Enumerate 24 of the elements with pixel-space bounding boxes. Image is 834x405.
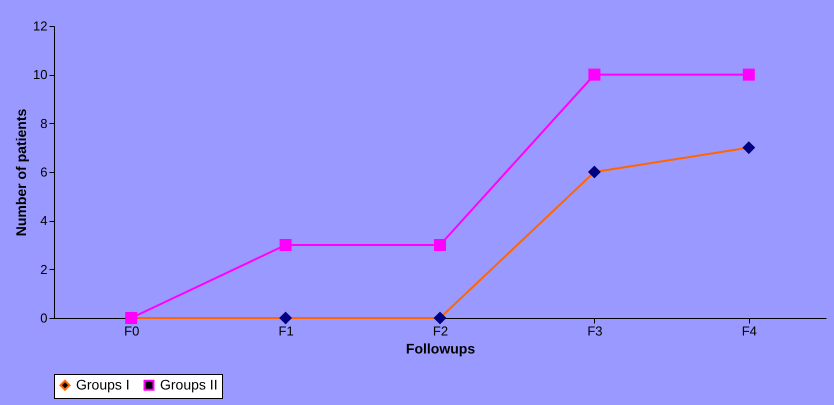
y-tick-label: 6 [40, 164, 48, 180]
x-tick-label: F2 [432, 324, 448, 338]
legend-label: Groups I [76, 376, 130, 392]
y-tick-label: 4 [40, 213, 48, 228]
y-tick-label: 12 [33, 18, 48, 34]
y-tick-label: 2 [40, 262, 48, 277]
point [434, 239, 446, 251]
x-tick-label: F0 [124, 324, 140, 338]
y-tick-label: 8 [40, 116, 48, 131]
point [280, 239, 292, 251]
point [280, 312, 292, 324]
y-axis-title: Number of patients [13, 108, 30, 236]
legend-label: Groups II [160, 376, 218, 392]
point [588, 68, 600, 81]
x-tick-label: F3 [587, 324, 602, 338]
y-tick-label: 10 [33, 67, 48, 82]
x-axis-title: Followups [406, 340, 476, 356]
x-tick-label: F1 [278, 324, 294, 338]
point [742, 68, 755, 81]
y-tick-label: 0 [40, 310, 48, 326]
point [434, 312, 446, 324]
point [742, 142, 755, 154]
point [588, 166, 600, 178]
x-tick-label: F4 [742, 324, 757, 338]
